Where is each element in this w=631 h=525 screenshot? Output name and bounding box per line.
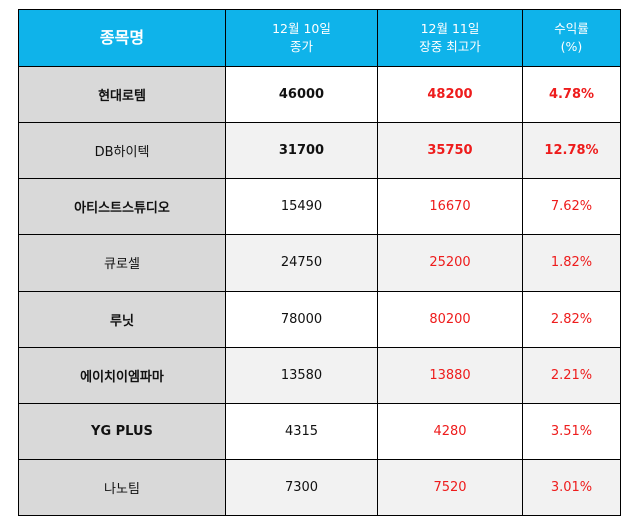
header-close-label: 종가 <box>289 39 313 54</box>
high-price-cell: 35750 <box>377 122 523 180</box>
header-close-price: 12월 10일 종가 <box>225 9 378 67</box>
close-price-cell: 46000 <box>225 65 378 124</box>
high-price-cell: 4280 <box>377 402 523 460</box>
return-cell: 7.62% <box>522 178 621 236</box>
header-intraday-high: 12월 11일 장중 최고가 <box>377 9 523 67</box>
return-cell: 4.78% <box>522 65 621 124</box>
header-close-date: 12월 10일 <box>272 21 331 36</box>
header-return-unit: (%) <box>560 39 583 54</box>
stock-name-cell: 아티스트스튜디오 <box>18 178 226 236</box>
stock-name-cell: 루닛 <box>18 290 226 348</box>
stock-name-cell: YG PLUS <box>18 402 226 460</box>
header-row: 종목명 12월 10일 종가 12월 11일 장중 최고가 수익률 (%) <box>18 9 621 67</box>
return-cell: 3.01% <box>522 458 621 517</box>
table-row: 큐로셀 24750 25200 1.82% <box>18 234 621 292</box>
return-cell: 2.21% <box>522 346 621 404</box>
high-price-cell: 7520 <box>377 458 523 517</box>
stock-name-cell: 현대로템 <box>18 65 226 124</box>
stock-name-cell: 큐로셀 <box>18 234 226 292</box>
return-cell: 3.51% <box>522 402 621 460</box>
table-row: 아티스트스튜디오 15490 16670 7.62% <box>18 178 621 236</box>
return-cell: 12.78% <box>522 122 621 180</box>
table-row: DB하이텍 31700 35750 12.78% <box>18 122 621 180</box>
table-row: YG PLUS 4315 4280 3.51% <box>18 402 621 460</box>
table-row: 루닛 78000 80200 2.82% <box>18 290 621 348</box>
stock-return-table: 종목명 12월 10일 종가 12월 11일 장중 최고가 수익률 (%) 현대… <box>18 9 621 517</box>
close-price-cell: 24750 <box>225 234 378 292</box>
high-price-cell: 13880 <box>377 346 523 404</box>
stock-name-cell: 나노팀 <box>18 458 226 517</box>
header-return: 수익률 (%) <box>522 9 621 67</box>
stock-name-cell: 에이치이엠파마 <box>18 346 226 404</box>
table-body: 현대로템 46000 48200 4.78% DB하이텍 31700 35750… <box>18 65 621 517</box>
stock-name-cell: DB하이텍 <box>18 122 226 180</box>
header-high-date: 12월 11일 <box>420 21 480 36</box>
return-cell: 1.82% <box>522 234 621 292</box>
table-header: 종목명 12월 10일 종가 12월 11일 장중 최고가 수익률 (%) <box>18 9 621 67</box>
header-high-label: 장중 최고가 <box>419 39 481 54</box>
high-price-cell: 80200 <box>377 290 523 348</box>
high-price-cell: 25200 <box>377 234 523 292</box>
header-stock-name: 종목명 <box>18 9 226 67</box>
return-cell: 2.82% <box>522 290 621 348</box>
close-price-cell: 4315 <box>225 402 378 460</box>
close-price-cell: 31700 <box>225 122 378 180</box>
close-price-cell: 15490 <box>225 178 378 236</box>
table-row: 나노팀 7300 7520 3.01% <box>18 458 621 517</box>
high-price-cell: 48200 <box>377 65 523 124</box>
close-price-cell: 7300 <box>225 458 378 517</box>
header-return-label: 수익률 <box>554 21 589 36</box>
table-row: 현대로템 46000 48200 4.78% <box>18 65 621 124</box>
close-price-cell: 78000 <box>225 290 378 348</box>
table-row: 에이치이엠파마 13580 13880 2.21% <box>18 346 621 404</box>
high-price-cell: 16670 <box>377 178 523 236</box>
close-price-cell: 13580 <box>225 346 378 404</box>
